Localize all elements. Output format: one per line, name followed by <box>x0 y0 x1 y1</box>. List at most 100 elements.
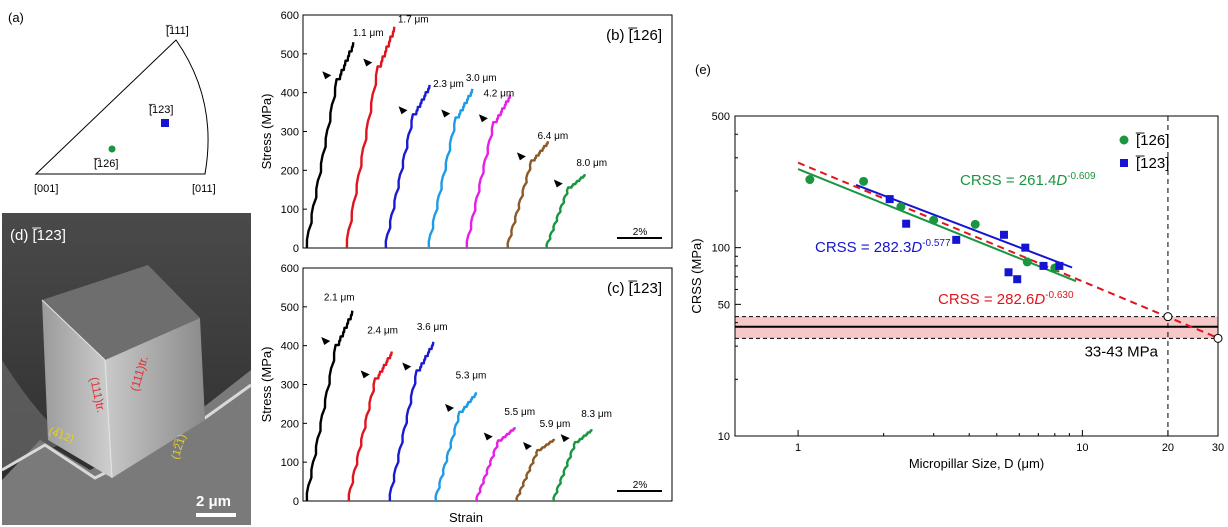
ipf-triangle <box>34 39 209 175</box>
y-tick-label: 100 <box>281 457 299 469</box>
series-line <box>384 84 431 249</box>
x-tick-label: 30 <box>1212 442 1224 454</box>
x-axis-label: Micropillar Size, D (μm) <box>909 456 1044 471</box>
series-label: 5.3 μm <box>456 370 487 381</box>
series-line <box>552 428 593 502</box>
ipf-corner-top: [̅1​11] <box>165 25 189 37</box>
fit-line <box>797 161 1219 339</box>
open-point <box>1213 333 1223 343</box>
data-point <box>805 175 815 185</box>
legend-label: [̅1​26] <box>1135 132 1169 149</box>
pillar-face-left <box>42 300 112 478</box>
series-line <box>465 94 512 249</box>
yield-marker <box>363 58 373 67</box>
data-point <box>1021 243 1030 252</box>
panel-title: (b) [̅1​26] <box>606 27 662 44</box>
yield-marker <box>441 109 451 118</box>
ipf-point-123 <box>161 119 169 127</box>
series-label: 4.2 μm <box>483 89 514 100</box>
y-tick-label: 400 <box>281 341 299 353</box>
y-tick-label: 200 <box>281 418 299 430</box>
series-line <box>506 140 550 249</box>
series-label: 5.5 μm <box>504 407 535 418</box>
data-point <box>1039 261 1048 270</box>
yield-marker <box>483 432 493 441</box>
legend-label: [̅1​23] <box>1135 155 1169 172</box>
series-line <box>427 88 474 249</box>
series-label: 6.4 μm <box>537 131 568 142</box>
series-line <box>475 426 517 502</box>
fit-label: CRSS = 261.4D-0.609 <box>960 171 1096 189</box>
plot-frame <box>302 267 673 502</box>
y-tick-label: 100 <box>281 204 299 216</box>
plot-frame <box>734 115 1219 437</box>
stress-strain-panel-c: 0 100 200 300 400 500 600 Stress (MPa) (c) [̅1​2… <box>259 263 673 508</box>
legend-marker <box>1120 159 1128 167</box>
y-tick-label: 600 <box>281 263 299 275</box>
y-tick-label: 100 <box>712 243 730 255</box>
series-label: 1.1 μm <box>353 28 384 39</box>
series-label: 2.4 μm <box>367 325 398 336</box>
series-line <box>345 26 396 249</box>
stress-strain-panel-b: 0 100 200 300 400 500 600 Stress (MPa) (b) [̅1​2… <box>259 10 673 255</box>
y-tick-label: 300 <box>281 127 299 139</box>
panel-label-a: (a) <box>8 10 24 25</box>
legend-marker <box>1119 135 1129 145</box>
open-point <box>1163 312 1173 322</box>
series-line <box>305 42 355 249</box>
ipf-label-123: [̅1​23] <box>148 104 173 116</box>
y-axis-label: Stress (MPa) <box>259 347 274 423</box>
sem-title: (d) [̅1​23] <box>10 227 66 244</box>
data-point <box>896 202 906 212</box>
series-label: 2.1 μm <box>324 293 355 304</box>
panel-title: (c) [̅1​23] <box>607 280 662 297</box>
y-tick-label: 400 <box>281 88 299 100</box>
pillar-top <box>42 265 200 360</box>
x-tick-label: 20 <box>1162 442 1174 454</box>
series-label: 3.6 μm <box>417 322 448 333</box>
y-tick-label: 500 <box>281 49 299 61</box>
sem-scale-label: 2 μm <box>196 493 231 510</box>
pillar-face-right <box>105 318 205 478</box>
data-point <box>885 195 894 204</box>
yield-marker <box>360 370 370 379</box>
yield-marker <box>560 434 570 443</box>
yield-marker <box>516 152 526 161</box>
yield-marker <box>322 71 332 80</box>
series-line <box>434 392 478 502</box>
y-axis-label: CRSS (MPa) <box>689 238 704 313</box>
data-point <box>999 230 1008 239</box>
fit-label: CRSS = 282.3D-0.577 <box>815 238 951 256</box>
series-label: 2.3 μm <box>433 79 464 90</box>
series-label: 8.3 μm <box>581 409 612 420</box>
ipf-point-126 <box>108 145 116 153</box>
x-tick-label: 1 <box>795 442 801 454</box>
series-line <box>347 351 393 502</box>
yield-marker <box>321 336 331 345</box>
data-point <box>1004 268 1013 277</box>
data-point <box>952 235 961 244</box>
series-label: 3.0 μm <box>466 73 497 84</box>
y-tick-label: 300 <box>281 380 299 392</box>
data-point <box>1022 257 1032 267</box>
band-label: 33-43 MPa <box>1085 343 1159 360</box>
y-tick-label: 10 <box>718 431 730 443</box>
y-axis-label: Stress (MPa) <box>259 94 274 170</box>
ipf-panel: (a) [̅1​11] [001] [011] [̅1​26] [̅1​23] <box>8 10 216 195</box>
y-tick-label: 0 <box>293 243 299 255</box>
y-tick-label: 500 <box>281 302 299 314</box>
yield-marker <box>398 106 408 115</box>
plot-frame <box>302 14 673 249</box>
data-point <box>902 219 911 228</box>
series-line <box>515 438 556 502</box>
data-point <box>859 176 869 186</box>
ipf-label-126: [̅1​26] <box>93 158 118 170</box>
series-label: 1.7 μm <box>398 15 429 26</box>
strain-scale-label: 2% <box>633 480 648 491</box>
y-tick-label: 0 <box>293 496 299 508</box>
series-line <box>545 173 587 249</box>
series-label: 5.9 μm <box>540 419 571 430</box>
yield-marker <box>402 362 412 371</box>
y-tick-label: 500 <box>712 111 730 123</box>
